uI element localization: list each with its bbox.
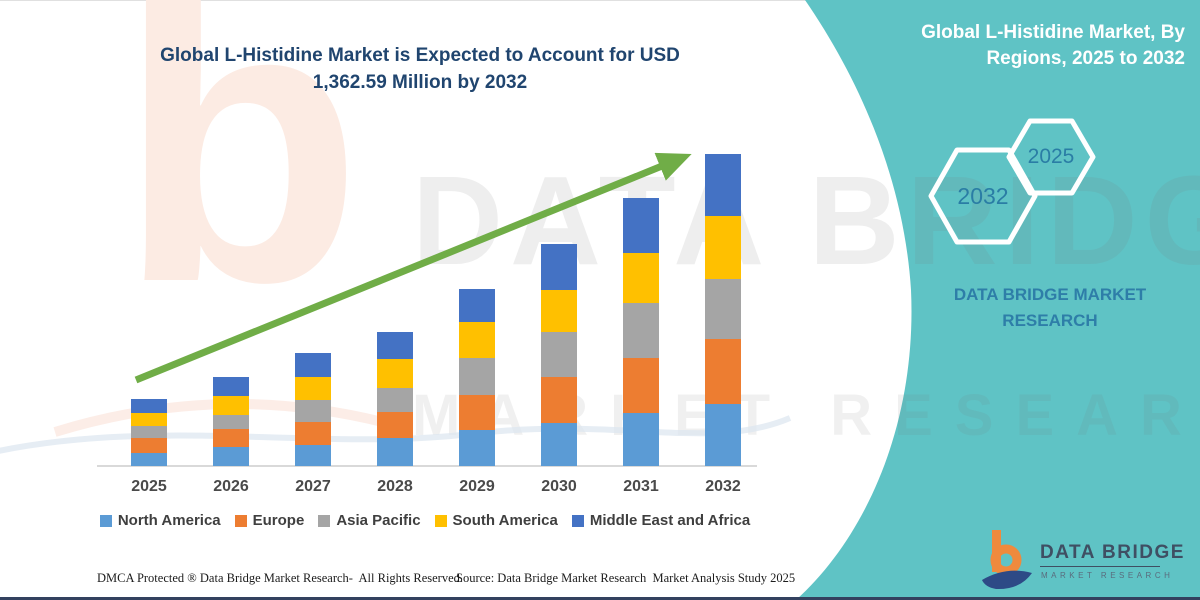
panel-brand-line1: DATA BRIDGE MARKET	[953, 285, 1147, 304]
bar-segment-north-america	[705, 403, 741, 466]
bar-segment-north-america	[541, 422, 577, 466]
bar-segment-asia-pacific	[459, 357, 495, 396]
top-hairline	[0, 0, 1200, 1]
dmca-copyright-text: DMCA Protected ® Data Bridge Market Rese…	[97, 571, 464, 585]
stacked-bar-2031	[623, 198, 659, 466]
stacked-bar-2028	[377, 331, 413, 466]
legend-label: Asia Pacific	[336, 512, 421, 529]
stacked-bar-2026	[213, 376, 249, 466]
legend-swatch	[571, 514, 584, 527]
legend-item-middle-east-and-africa: Middle East and Africa	[571, 512, 751, 529]
bar-segment-asia-pacific	[213, 414, 249, 429]
x-axis-line	[97, 465, 757, 467]
panel-brand-text: DATA BRIDGE MARKET RESEARCH	[920, 282, 1180, 334]
bar-segment-south-america	[295, 377, 331, 401]
x-axis-label-2025: 2025	[131, 478, 167, 495]
bar-segment-europe	[623, 358, 659, 414]
logo-b-icon	[982, 530, 1032, 590]
bar-segment-asia-pacific	[705, 278, 741, 339]
bar-segment-middle-east-and-africa	[705, 154, 741, 216]
hexagon-graphics	[928, 118, 1096, 245]
bar-segment-middle-east-and-africa	[541, 243, 577, 290]
legend-label: North America	[117, 512, 221, 529]
bar-segment-south-america	[377, 358, 413, 388]
bar-segment-asia-pacific	[131, 425, 167, 438]
bar-segment-south-america	[459, 322, 495, 358]
bar-segment-middle-east-and-africa	[131, 398, 167, 413]
bar-segment-south-america	[131, 412, 167, 426]
bar-segment-north-america	[459, 430, 495, 466]
bar-segment-north-america	[377, 438, 413, 466]
bar-segment-middle-east-and-africa	[459, 289, 495, 322]
panel-brand-line2: RESEARCH	[1002, 311, 1098, 330]
legend-label: Europe	[252, 512, 305, 529]
bar-segment-asia-pacific	[295, 400, 331, 423]
x-axis-label-2030: 2030	[541, 478, 577, 495]
legend-label: Middle East and Africa	[589, 512, 751, 529]
x-axis-label-2031: 2031	[623, 478, 659, 495]
hexagon-2025	[1006, 118, 1096, 196]
hexagon-label-2032: 2032	[957, 183, 1009, 209]
legend-item-north-america: North America	[99, 512, 221, 529]
bar-segment-europe	[705, 338, 741, 404]
bar-segment-asia-pacific	[623, 303, 659, 359]
stacked-bar-2025	[131, 398, 167, 466]
bar-segment-europe	[377, 411, 413, 439]
bar-segment-middle-east-and-africa	[295, 353, 331, 378]
chart-legend: North America Europe Asia Pacific South Ame…	[90, 512, 760, 529]
x-axis-label-2026: 2026	[213, 478, 249, 495]
bar-segment-south-america	[213, 395, 249, 415]
logo-subtitle-text: MARKET RESEARCH	[1041, 571, 1174, 580]
legend-label: South America	[452, 512, 558, 529]
bar-segment-middle-east-and-africa	[377, 331, 413, 359]
data-bridge-logo: DATA BRIDGE MARKET RESEARCH	[980, 528, 1183, 592]
bar-segment-south-america	[541, 289, 577, 332]
bar-segment-asia-pacific	[377, 387, 413, 412]
x-axis-label-2027: 2027	[295, 478, 331, 495]
bar-segment-europe	[213, 428, 249, 447]
bar-segment-europe	[295, 422, 331, 445]
x-axis-label-2032: 2032	[705, 478, 741, 495]
legend-swatch	[318, 514, 331, 527]
bar-segment-north-america	[213, 447, 249, 466]
bottom-navy-strip	[0, 597, 1200, 600]
stacked-bar-2032	[705, 154, 741, 466]
hexagon-2032	[928, 147, 1038, 245]
bar-segment-asia-pacific	[541, 331, 577, 377]
bar-segment-north-america	[295, 444, 331, 466]
bar-segment-middle-east-and-africa	[623, 198, 659, 254]
hexagon-label-2025: 2025	[1027, 145, 1075, 168]
legend-item-south-america: South America	[434, 512, 558, 529]
bar-segment-south-america	[623, 253, 659, 304]
source-text: Source: Data Bridge Market Research Mark…	[456, 571, 796, 585]
bar-segment-middle-east-and-africa	[213, 376, 249, 396]
panel-heading: Global L-Histidine Market, By Regions, 2…	[921, 22, 1185, 69]
bar-segment-north-america	[623, 413, 659, 466]
stacked-bar-2030	[541, 243, 577, 466]
bar-segment-north-america	[131, 452, 167, 466]
bar-segment-europe	[459, 395, 495, 431]
bar-segment-europe	[541, 376, 577, 423]
chart-title-line2: 1,362.59 Million by 2032	[312, 72, 528, 93]
x-axis-label-2028: 2028	[377, 478, 413, 495]
stacked-bar-2027	[295, 353, 331, 466]
legend-swatch	[234, 514, 247, 527]
logo-name-text: DATA BRIDGE	[1040, 542, 1185, 563]
x-axis-label-2029: 2029	[459, 478, 495, 495]
legend-swatch	[99, 514, 112, 527]
legend-item-asia-pacific: Asia Pacific	[318, 512, 421, 529]
teal-panel-shape	[796, 0, 1200, 600]
legend-item-europe: Europe	[234, 512, 305, 529]
bar-segment-europe	[131, 437, 167, 453]
chart-title: Global L-Histidine Market is Expected to…	[110, 42, 730, 96]
logo-underline	[1040, 566, 1160, 567]
chart-title-line1: Global L-Histidine Market is Expected to…	[160, 45, 680, 66]
bar-segment-south-america	[705, 215, 741, 279]
legend-swatch	[434, 514, 447, 527]
stacked-bar-2029	[459, 289, 495, 466]
